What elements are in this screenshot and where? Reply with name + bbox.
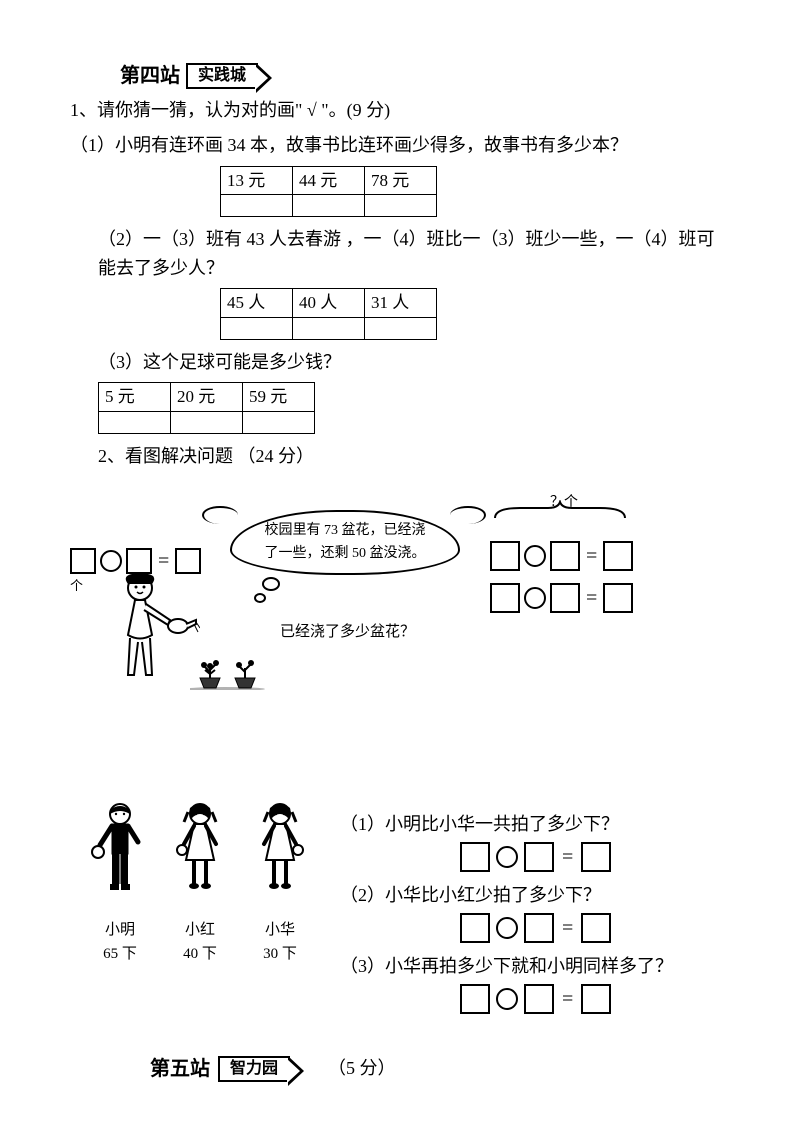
kid-q3-text: （3）小华再拍多少下就和小明同样多了？	[340, 952, 730, 981]
kid-questions: （1）小明比小华一共拍了多少下？ = （2）小华比小红少拍了多少下？ = （3）…	[340, 800, 730, 1022]
blank-box[interactable]	[460, 984, 490, 1014]
q1-part1-text: （1）小明有连环画 34 本，故事书比连环画少得多，故事书有多少本？	[70, 131, 730, 160]
blank-box[interactable]	[524, 913, 554, 943]
equals-sign: =	[560, 841, 575, 873]
equals-sign: =	[560, 912, 575, 944]
blank-box[interactable]	[524, 984, 554, 1014]
blank-operator[interactable]	[524, 587, 546, 609]
brace-question-label: ？个	[550, 492, 578, 514]
equation-line: =	[460, 841, 730, 873]
blank-operator[interactable]	[100, 550, 122, 572]
opt-cell: 5 元	[99, 383, 171, 411]
opt-cell: 31 人	[365, 289, 437, 317]
equals-sign: =	[584, 540, 599, 572]
kid-q1: （1）小明比小华一共拍了多少下？ =	[340, 810, 730, 873]
arrow-badge-intelligence: 智力园	[218, 1056, 290, 1082]
blank-box[interactable]	[490, 583, 520, 613]
q1-part3-table: 5 元 20 元 59 元	[98, 382, 315, 433]
blank-operator[interactable]	[496, 988, 518, 1010]
answer-cell[interactable]	[221, 317, 293, 339]
kids-figures: 小明 65 下 小红 40 下	[90, 800, 310, 966]
boy-icon	[90, 800, 150, 910]
opt-cell: 59 元	[243, 383, 315, 411]
kid-ming: 小明 65 下	[90, 800, 150, 966]
q1-prompt: 1、请你猜一猜，认为对的画" √ "。(9 分)	[70, 96, 730, 125]
q1-part1-table: 13 元 44 元 78 元	[220, 166, 437, 217]
answer-cell[interactable]	[365, 317, 437, 339]
kid-hong: 小红 40 下	[170, 800, 230, 966]
equation-line: =	[460, 912, 730, 944]
answer-cell[interactable]	[221, 194, 293, 216]
blank-box[interactable]	[524, 842, 554, 872]
station-5-header: 第五站 智力园 （5 分）	[150, 1053, 730, 1085]
kid-hua: 小华 30 下	[250, 800, 310, 966]
opt-cell: 40 人	[293, 289, 365, 317]
bubble-line: 校园里有 73 盆花，已经浇	[250, 520, 440, 542]
blank-box[interactable]	[490, 541, 520, 571]
blank-operator[interactable]	[496, 846, 518, 868]
cloud-decoration-icon	[450, 506, 486, 524]
opt-cell: 44 元	[293, 166, 365, 194]
opt-cell: 78 元	[365, 166, 437, 194]
blank-box[interactable]	[550, 583, 580, 613]
blank-box[interactable]	[581, 984, 611, 1014]
bubble-line: 了一些，还剩 50 盆没浇。	[250, 543, 440, 565]
q1-part3-text: （3）这个足球可能是多少钱？	[70, 348, 730, 377]
blank-box[interactable]	[70, 548, 96, 574]
kid-q1-text: （1）小明比小华一共拍了多少下？	[340, 810, 730, 839]
kid-q2-text: （2）小华比小红少拍了多少下？	[340, 881, 730, 910]
kid-name: 小明	[90, 918, 150, 942]
blank-box[interactable]	[550, 541, 580, 571]
kids-problem: 小明 65 下 小红 40 下	[70, 800, 730, 1022]
equals-sign: =	[584, 582, 599, 614]
opt-cell: 20 元	[171, 383, 243, 411]
blank-operator[interactable]	[496, 917, 518, 939]
q1-part2-table: 45 人 40 人 31 人	[220, 288, 437, 339]
potted-plants-icon	[190, 640, 290, 690]
kid-count: 30 下	[250, 942, 310, 966]
equation-line: =	[460, 983, 730, 1015]
answer-cell[interactable]	[99, 411, 171, 433]
arrow-badge-practice: 实践城	[186, 63, 258, 89]
station-5-points: （5 分）	[328, 1054, 396, 1083]
unit-label: 个	[70, 576, 83, 597]
girl-watering-icon	[110, 570, 200, 690]
blank-box[interactable]	[603, 583, 633, 613]
q2-prompt: 2、看图解决问题 （24 分）	[70, 442, 730, 471]
kid-count: 40 下	[170, 942, 230, 966]
cloud-decoration-icon	[202, 506, 238, 524]
opt-cell: 45 人	[221, 289, 293, 317]
blank-box[interactable]	[460, 842, 490, 872]
equation-line: =	[490, 582, 633, 614]
answer-cell[interactable]	[171, 411, 243, 433]
speech-bubble: 校园里有 73 盆花，已经浇 了一些，还剩 50 盆没浇。	[230, 510, 460, 575]
girl-icon	[170, 800, 230, 910]
kid-name: 小华	[250, 918, 310, 942]
picture-problem-1: 校园里有 73 盆花，已经浇 了一些，还剩 50 盆没浇。 ？个 = 个 = =	[70, 500, 730, 780]
station-4-title: 第四站	[120, 60, 180, 92]
kid-count: 65 下	[90, 942, 150, 966]
answer-cell[interactable]	[293, 194, 365, 216]
answer-cell[interactable]	[243, 411, 315, 433]
answer-cell[interactable]	[365, 194, 437, 216]
opt-cell: 13 元	[221, 166, 293, 194]
station-5-title: 第五站	[150, 1053, 210, 1085]
girl-icon	[250, 800, 310, 910]
blank-box[interactable]	[460, 913, 490, 943]
station-4-header: 第四站 实践城	[120, 60, 730, 92]
blank-box[interactable]	[581, 842, 611, 872]
kid-q2: （2）小华比小红少拍了多少下？ =	[340, 881, 730, 944]
q1-part2-text: （2）一（3）班有 43 人去春游 ，一（4）班比一（3）班少一些，一（4）班可…	[70, 225, 730, 283]
equals-sign: =	[560, 983, 575, 1015]
kid-name: 小红	[170, 918, 230, 942]
kid-q3: （3）小华再拍多少下就和小明同样多了？ =	[340, 952, 730, 1015]
answer-cell[interactable]	[293, 317, 365, 339]
sub-question: 已经浇了多少盆花？	[280, 620, 415, 644]
equation-line: =	[490, 540, 633, 572]
blank-operator[interactable]	[524, 545, 546, 567]
blank-box[interactable]	[603, 541, 633, 571]
blank-box[interactable]	[581, 913, 611, 943]
